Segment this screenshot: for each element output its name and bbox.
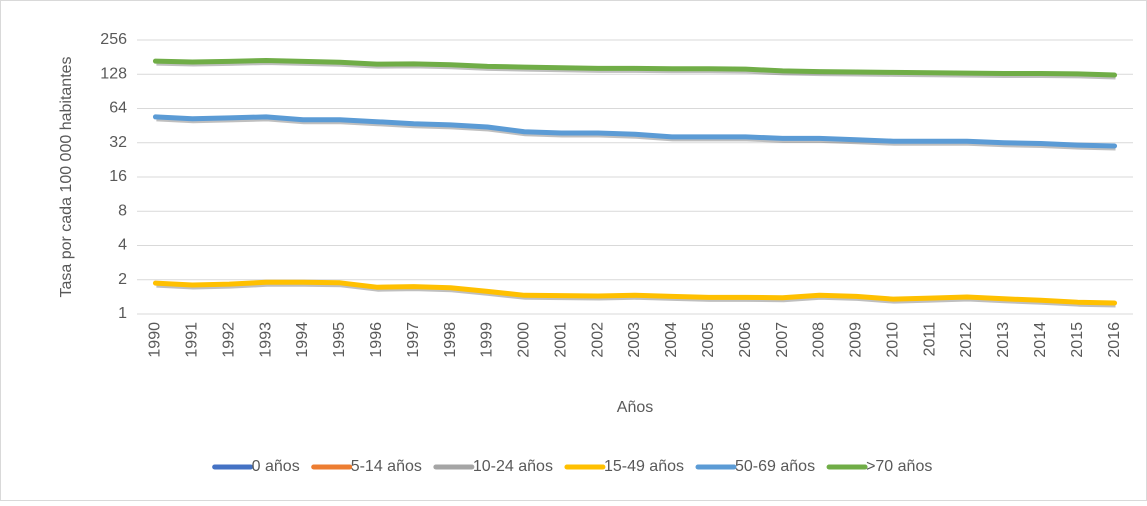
legend-label: 5-14 años [351,458,422,475]
x-tick-label: 2004 [663,322,680,358]
x-tick-label: 1995 [331,322,348,358]
x-tick-label: 2003 [626,322,643,358]
x-tick-label: 2009 [848,322,865,358]
x-tick-label: 1994 [294,322,311,358]
y-tick-label: 64 [109,100,127,117]
legend-label: 0 años [252,458,300,475]
x-tick-label: 1997 [405,322,422,358]
x-tick-label: 2015 [1069,322,1086,358]
x-tick-label: 2000 [516,322,533,358]
x-tick-label: 1990 [147,322,164,358]
x-axis-title: Años [617,399,653,416]
y-tick-label: 256 [100,31,127,48]
x-tick-label: 2007 [774,322,791,358]
series-line [152,279,1118,306]
legend-label: >70 años [866,458,932,475]
x-tick-label: 2014 [1032,322,1049,358]
x-tick-label: 2012 [958,322,975,358]
x-tick-label: 2013 [995,322,1012,358]
legend-label: 15-49 años [604,458,684,475]
legend-label: 10-24 años [473,458,553,475]
legend-label: 50-69 años [735,458,815,475]
x-tick-label: 2016 [1106,322,1123,358]
x-tick-label: 2010 [884,322,901,358]
y-tick-label: 32 [109,134,127,151]
y-tick-label: 2 [118,271,127,288]
x-tick-label: 2011 [921,322,938,357]
y-tick-label: 4 [118,237,127,254]
y-tick-label: 1 [118,305,127,322]
y-axis-title: Tasa por cada 100 000 habitantes [58,56,75,297]
x-tick-label: 1996 [368,322,385,358]
y-tick-label: 8 [118,202,127,219]
series-line [152,58,1118,78]
x-tick-label: 2001 [552,322,569,358]
x-tick-label: 2005 [700,322,717,358]
legend: 0 años 5-14 años 10-24 años 15-49 años 50-69… [212,458,932,475]
y-tick-label: 16 [109,168,127,185]
x-tick-label: 1999 [479,322,496,358]
x-tick-label: 1991 [184,322,201,358]
x-tick-label: 1998 [442,322,459,358]
x-tick-label: 2006 [737,322,754,358]
x-tick-label: 1993 [257,322,274,358]
x-tick-label: 1992 [220,322,237,358]
series-line [152,114,1118,149]
x-tick-label: 2002 [589,322,606,358]
y-tick-label: 128 [100,65,127,82]
x-tick-label: 2008 [811,322,828,358]
